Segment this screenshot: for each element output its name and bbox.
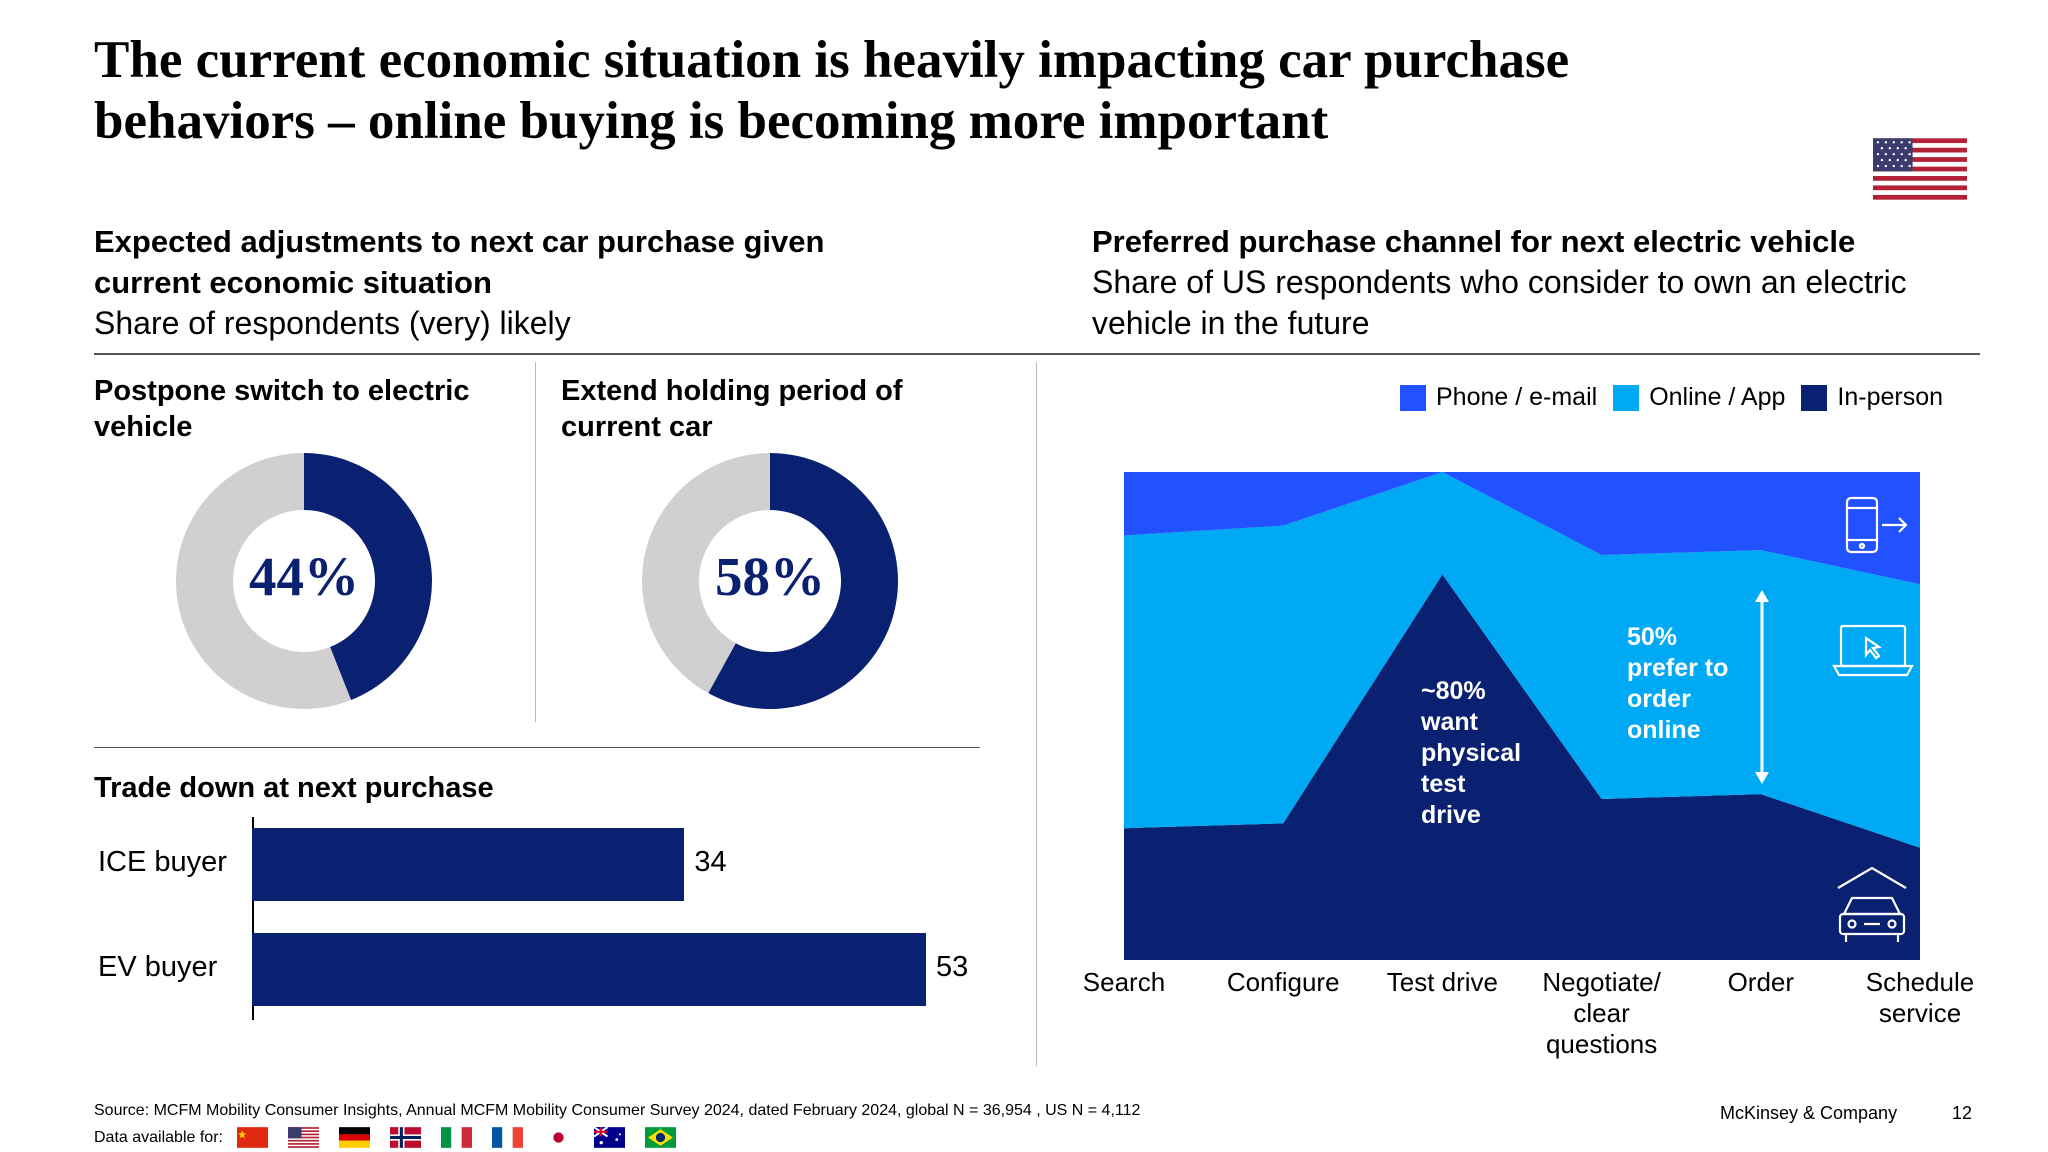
x-category-line: Configure [1226, 967, 1340, 997]
italy-flag-icon [440, 1127, 472, 1148]
page-number: 12 [1952, 1103, 1973, 1123]
germany-flag-icon [338, 1127, 370, 1148]
x-category-line: clear [1573, 998, 1630, 1028]
brazil-flag-icon [644, 1127, 676, 1148]
test-drive-annotation: ~80% want physical test drive [1421, 676, 1521, 831]
annotation-line: prefer to [1627, 654, 1729, 682]
annotation-line: physical [1421, 739, 1522, 767]
page-title-line-1: The current economic situation is heavil… [94, 31, 1570, 89]
legend-swatch [1801, 384, 1828, 411]
area-chart [1124, 472, 1920, 960]
x-category-line: Search [1082, 967, 1166, 997]
legend-label: In-person [1837, 383, 1944, 411]
donut-1-title-line-1: Postpone switch to electric [94, 375, 470, 407]
area-series-in-person [1124, 574, 1920, 960]
x-category-line: service [1878, 998, 1962, 1028]
annotation-line: ~80% [1421, 677, 1486, 705]
annotation-line: drive [1421, 801, 1481, 829]
x-category-label: Test drive [1342, 967, 1542, 998]
donut-chart-1 [176, 453, 432, 709]
right-section-header: Preferred purchase channel for next elec… [1092, 221, 1907, 344]
legend-label: Online / App [1649, 383, 1786, 411]
donut-1-value: 44% [249, 546, 359, 607]
bars-title: Trade down at next purchase [94, 772, 494, 804]
donut-divider [535, 362, 536, 722]
right-section-subtitle-2: vehicle in the future [1092, 305, 1370, 341]
legend-item: In-person [1801, 383, 1943, 412]
laptop-online-icon [1832, 624, 1914, 677]
x-category-line: Negotiate/ [1542, 967, 1661, 997]
page-title-line-2: behaviors – online buying is becoming mo… [94, 92, 1329, 150]
left-section-title-1: Expected adjustments to next car purchas… [94, 224, 825, 259]
legend-swatch [1400, 384, 1426, 411]
japan-flag-icon [542, 1127, 574, 1148]
x-category-label: Search [1024, 967, 1224, 998]
bar-category-label: ICE buyer [98, 846, 227, 878]
data-available-label: Data available for: [94, 1128, 223, 1146]
legend-item: Phone / e-mail [1400, 383, 1597, 412]
area-legend: Phone / e-mail Online / App In-person [1400, 383, 1943, 412]
left-section-subtitle: Share of respondents (very) likely [94, 305, 571, 341]
annotation-line: order [1627, 685, 1691, 713]
right-section-subtitle-1: Share of US respondents who consider to … [1092, 264, 1907, 300]
x-category-label: Configure [1183, 967, 1383, 998]
donut-2-title: Extend holding period of current car [561, 373, 903, 445]
header-divider [94, 353, 1980, 355]
annotation-line: test [1421, 770, 1466, 798]
bars-divider [94, 747, 980, 748]
donut-2-value: 58% [715, 546, 825, 607]
bar [252, 933, 926, 1006]
bar [252, 828, 685, 901]
legend-item: Online / App [1613, 383, 1785, 412]
source-note: Source: MCFM Mobility Consumer Insights,… [94, 1102, 1141, 1119]
donut-2-title-line-1: Extend holding period of [561, 375, 903, 407]
phone-email-icon [1845, 496, 1908, 554]
donut-2-title-line-2: current car [561, 411, 713, 443]
left-section-header: Expected adjustments to next car purchas… [94, 221, 824, 344]
x-category-line: Schedule [1865, 967, 1975, 997]
bars-axis [252, 817, 254, 1020]
area-series-phone-e-mail [1124, 472, 1920, 585]
x-category-label: Order [1661, 967, 1861, 998]
donut-1-title: Postpone switch to electric vehicle [94, 373, 469, 445]
donut-1-likely-slice [304, 453, 432, 701]
donut-chart-2 [642, 453, 898, 709]
bar-value-label: 53 [936, 951, 969, 983]
donut-2-remaining-slice [642, 453, 770, 694]
legend-swatch [1613, 384, 1640, 411]
data-available-row: Data available for: [94, 1127, 696, 1148]
donut-1-title-line-2: vehicle [94, 411, 193, 443]
x-category-line: questions [1545, 1029, 1658, 1059]
china-flag-icon [236, 1127, 268, 1148]
car-garage-icon [1837, 866, 1907, 942]
donut-1-remaining-slice [176, 453, 352, 709]
bar-category-label: EV buyer [98, 951, 218, 983]
x-category-line: Test drive [1386, 967, 1499, 997]
x-category-line: Order [1727, 967, 1795, 997]
legend-label: Phone / e-mail [1436, 383, 1598, 411]
usa-flag-icon [287, 1127, 319, 1148]
order-online-annotation: 50% prefer to order online [1627, 622, 1728, 746]
bar-value-label: 34 [694, 846, 727, 878]
australia-flag-icon [593, 1127, 625, 1148]
annotation-line: 50% [1627, 623, 1678, 651]
annotation-line: online [1627, 716, 1701, 744]
donut-2-likely-slice [708, 453, 898, 709]
area-series-online-app [1124, 472, 1920, 848]
right-section-title: Preferred purchase channel for next elec… [1092, 224, 1856, 259]
us-flag-icon [1873, 138, 1967, 200]
left-section-title-2: current economic situation [94, 265, 492, 300]
double-arrow-icon [1755, 590, 1769, 784]
x-category-label: Schedule service [1820, 967, 2020, 1029]
norway-flag-icon [389, 1127, 421, 1148]
france-flag-icon [491, 1127, 523, 1148]
section-divider [1036, 362, 1037, 1066]
company-name: McKinsey & Company [1720, 1103, 1898, 1123]
x-category-label: Negotiate/clear questions [1502, 967, 1702, 1060]
page-title: The current economic situation is heavil… [94, 30, 1954, 152]
annotation-line: want [1421, 708, 1478, 736]
